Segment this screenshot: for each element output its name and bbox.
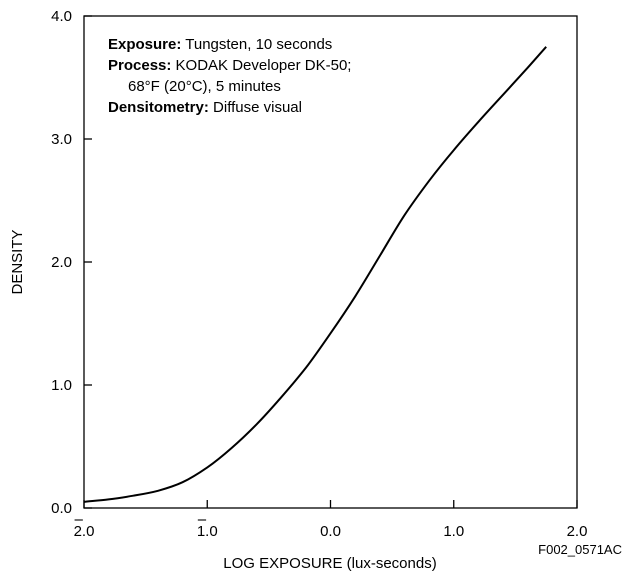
annotation-key: Densitometry: (108, 99, 209, 116)
annotation-key: Process: (108, 57, 171, 74)
y-axis-title: DENSITY (9, 229, 26, 294)
x-tick-label: 2.0 (567, 523, 588, 540)
annotation-value: Tungsten, 10 seconds (181, 36, 332, 53)
x-tick-label: 0.0 (320, 523, 341, 540)
y-tick-label: 0.0 (51, 500, 72, 517)
annotation-line: Exposure: Tungsten, 10 seconds (108, 36, 332, 53)
annotation-line: Densitometry: Diffuse visual (108, 99, 302, 116)
x-tick-label: 1.0 (197, 523, 218, 540)
annotation-value: Diffuse visual (209, 99, 302, 116)
annotation-line: Process: KODAK Developer DK-50; (108, 57, 351, 74)
y-tick-label: 1.0 (51, 377, 72, 394)
annotation-key: Exposure: (108, 36, 181, 53)
figure-id: F002_0571AC (538, 542, 622, 557)
y-tick-label: 4.0 (51, 8, 72, 25)
annotation-block: Exposure: Tungsten, 10 seconds Process: K… (108, 36, 351, 116)
y-tick-label: 3.0 (51, 131, 72, 148)
x-tick-label: 2.0 (74, 523, 95, 540)
y-axis: 0.0 1.0 2.0 3.0 4.0 (51, 8, 92, 517)
x-axis: 2.0 1.0 0.0 1.0 2.0 (74, 500, 588, 540)
y-tick-label: 2.0 (51, 254, 72, 271)
annotation-line: 68°F (20°C), 5 minutes (128, 78, 281, 95)
x-tick-label: 1.0 (443, 523, 464, 540)
density-curve (83, 46, 547, 503)
x-axis-title: LOG EXPOSURE (lux-seconds) (223, 555, 436, 572)
annotation-value: 68°F (20°C), 5 minutes (128, 78, 281, 95)
annotation-value: KODAK Developer DK-50; (171, 57, 351, 74)
